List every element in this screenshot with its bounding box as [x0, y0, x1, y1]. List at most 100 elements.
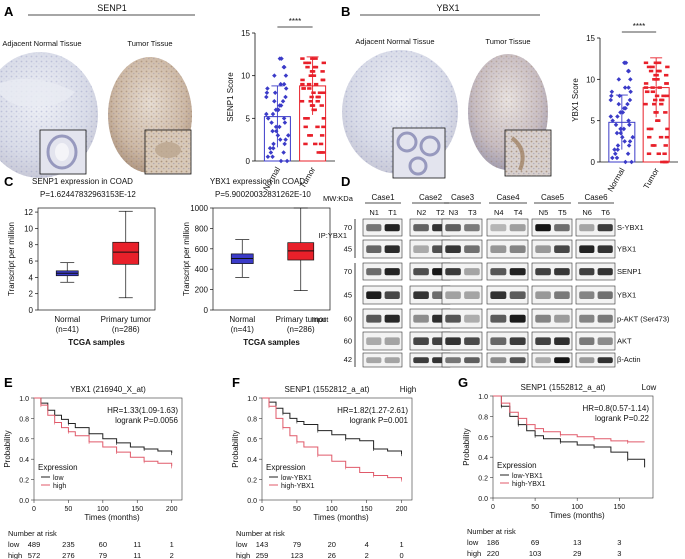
group-n-label: (n=286)	[287, 325, 315, 334]
blot-frame	[441, 218, 483, 237]
blot-band	[579, 245, 595, 253]
y-tick-label: 1000	[190, 204, 208, 213]
data-point	[652, 144, 657, 147]
legend-title: Expression	[266, 463, 306, 472]
blot-band	[597, 314, 613, 323]
data-point	[313, 57, 318, 60]
blot-band	[413, 224, 429, 232]
blot-frame	[362, 308, 403, 329]
blot-frame	[575, 308, 616, 329]
data-point	[626, 68, 632, 74]
panel-b-tissue-left: Adjacent Normal Tissue	[355, 37, 434, 46]
y-tick-label: 0.0	[478, 496, 488, 503]
km-frame	[261, 397, 413, 501]
data-point	[662, 152, 667, 156]
y-tick-label: 0.4	[478, 455, 488, 462]
data-point	[608, 97, 614, 103]
data-point	[273, 124, 279, 130]
data-point	[283, 73, 289, 78]
y-tick-label: 0	[29, 306, 34, 315]
blot-frame	[575, 352, 616, 368]
data-point	[305, 65, 310, 69]
risk-row-label: high	[467, 549, 481, 558]
blot-band	[579, 291, 595, 299]
data-point	[305, 117, 310, 120]
x-tick-label: 0	[32, 506, 36, 513]
blot-band	[490, 357, 507, 364]
x-axis-label: Times (months)	[84, 513, 140, 522]
data-point	[315, 95, 320, 99]
blot-frame	[441, 285, 483, 305]
data-point	[648, 127, 654, 131]
x-tick-label: 150	[361, 506, 373, 513]
risk-value: 11	[133, 540, 141, 549]
blot-frame	[362, 218, 403, 237]
blot-frame	[441, 308, 483, 329]
data-point	[647, 135, 652, 139]
y-tick-label: 1.0	[478, 394, 488, 401]
risk-row-label: high	[8, 551, 22, 559]
panel-f: F SENP1 (1552812_a_at) High 0.0 0.2 0.4 0.6 0.…	[231, 375, 416, 559]
data-point	[663, 111, 668, 114]
data-point	[315, 125, 320, 129]
case-label: Case1	[371, 193, 395, 202]
y-tick-label: 1.0	[19, 396, 29, 403]
risk-table-title: Number at risk	[467, 527, 516, 536]
blot-band	[445, 224, 461, 232]
data-point	[309, 70, 315, 73]
blot-band	[597, 291, 613, 299]
data-point	[265, 154, 271, 159]
y-axis-label: Transcript per million	[182, 222, 191, 296]
blot-band	[579, 224, 595, 232]
blot-band	[490, 314, 507, 323]
case-label: Case4	[496, 193, 520, 202]
panel-a-tissue-right: Tumor Tissue	[127, 39, 172, 48]
data-point	[622, 85, 628, 90]
data-point	[664, 82, 669, 85]
blot-band	[597, 224, 613, 232]
blot-frame	[575, 239, 616, 259]
blot-band	[554, 224, 570, 232]
blot-frame	[531, 239, 573, 259]
plot-frame	[212, 207, 331, 311]
x-tick-label: 200	[396, 506, 408, 513]
legend-title: Expression	[38, 463, 78, 472]
data-point	[628, 77, 633, 82]
data-point	[627, 97, 633, 103]
group-label: Normal	[229, 315, 255, 324]
blot-band	[509, 245, 526, 253]
data-point	[318, 142, 324, 146]
blot-band	[535, 357, 551, 364]
data-point	[306, 82, 312, 86]
data-point	[608, 114, 614, 119]
data-point	[665, 94, 670, 98]
data-point	[662, 160, 668, 164]
blot-band	[554, 268, 570, 276]
data-point	[264, 90, 270, 95]
data-point	[650, 65, 655, 69]
survival-curve	[262, 397, 402, 455]
data-point	[276, 107, 281, 113]
plot-frame	[37, 207, 156, 311]
risk-value: 0	[399, 551, 403, 559]
blot-band	[366, 291, 382, 299]
blot-frame	[362, 239, 403, 259]
data-point	[265, 86, 270, 91]
data-point	[320, 70, 325, 73]
data-point	[312, 108, 317, 112]
mw-marker: 60	[344, 314, 352, 323]
data-point	[321, 117, 327, 120]
panel-b: B YBX1 Adjacent Normal Tissue Tumor Tiss…	[341, 3, 678, 193]
panel-g: G SENP1 (1552812_a_at) Low 0.0 0.2 0.4 0.6 0.8…	[458, 375, 657, 558]
blot-band	[554, 291, 570, 299]
blot-band	[509, 291, 526, 299]
data-point	[310, 104, 316, 107]
blot-band	[535, 314, 551, 323]
risk-value: 276	[62, 551, 75, 559]
blot-frame	[486, 308, 529, 329]
data-point	[661, 94, 666, 98]
data-point	[315, 99, 320, 103]
hazard-ratio: HR=1.82(1.27-2.61)	[337, 406, 408, 415]
data-point	[656, 152, 661, 156]
blot-label: p-AKT (Ser473)	[617, 314, 670, 323]
